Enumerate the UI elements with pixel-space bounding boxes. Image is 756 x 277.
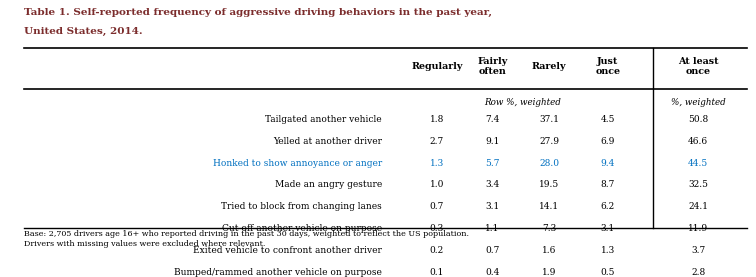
- Text: 0.2: 0.2: [429, 246, 444, 255]
- Text: 4.5: 4.5: [600, 115, 615, 124]
- Text: 1.6: 1.6: [542, 246, 556, 255]
- Text: At least
once: At least once: [678, 57, 718, 76]
- Text: 46.6: 46.6: [688, 137, 708, 146]
- Text: Regularly: Regularly: [411, 62, 463, 71]
- Text: 37.1: 37.1: [539, 115, 559, 124]
- Text: Tried to block from changing lanes: Tried to block from changing lanes: [221, 202, 382, 211]
- Text: 0.7: 0.7: [429, 202, 444, 211]
- Text: Bumped/rammed another vehicle on purpose: Bumped/rammed another vehicle on purpose: [174, 268, 382, 277]
- Text: 50.8: 50.8: [688, 115, 708, 124]
- Text: 3.1: 3.1: [600, 224, 615, 233]
- Text: Honked to show annoyance or anger: Honked to show annoyance or anger: [212, 159, 382, 168]
- Text: 0.3: 0.3: [429, 224, 444, 233]
- Text: Made an angry gesture: Made an angry gesture: [274, 181, 382, 189]
- Text: Base: 2,705 drivers age 16+ who reported driving in the past 30 days, weighted t: Base: 2,705 drivers age 16+ who reported…: [24, 230, 469, 248]
- Text: 0.5: 0.5: [600, 268, 615, 277]
- Text: 6.9: 6.9: [600, 137, 615, 146]
- Text: 11.9: 11.9: [688, 224, 708, 233]
- Text: 14.1: 14.1: [539, 202, 559, 211]
- Text: 3.1: 3.1: [485, 202, 500, 211]
- Text: 0.4: 0.4: [485, 268, 500, 277]
- Text: 1.3: 1.3: [429, 159, 444, 168]
- Text: 8.7: 8.7: [600, 181, 615, 189]
- Text: 3.7: 3.7: [691, 246, 705, 255]
- Text: 9.4: 9.4: [600, 159, 615, 168]
- Text: 0.1: 0.1: [429, 268, 444, 277]
- Text: 5.7: 5.7: [485, 159, 500, 168]
- Text: 7.3: 7.3: [542, 224, 556, 233]
- Text: 24.1: 24.1: [688, 202, 708, 211]
- Text: 1.9: 1.9: [542, 268, 556, 277]
- Text: 1.0: 1.0: [429, 181, 444, 189]
- Text: 1.1: 1.1: [485, 224, 500, 233]
- Text: 7.4: 7.4: [485, 115, 500, 124]
- Text: Rarely: Rarely: [531, 62, 566, 71]
- Text: Tailgated another vehicle: Tailgated another vehicle: [265, 115, 382, 124]
- Text: 32.5: 32.5: [688, 181, 708, 189]
- Text: 3.4: 3.4: [485, 181, 500, 189]
- Text: 1.3: 1.3: [600, 246, 615, 255]
- Text: 19.5: 19.5: [539, 181, 559, 189]
- Text: Table 1. Self-reported frequency of aggressive driving behaviors in the past yea: Table 1. Self-reported frequency of aggr…: [24, 8, 492, 17]
- Text: 9.1: 9.1: [485, 137, 500, 146]
- Text: %, weighted: %, weighted: [671, 98, 726, 107]
- Text: United States, 2014.: United States, 2014.: [24, 27, 143, 36]
- Text: 6.2: 6.2: [600, 202, 615, 211]
- Text: 27.9: 27.9: [539, 137, 559, 146]
- Text: 44.5: 44.5: [688, 159, 708, 168]
- Text: 1.8: 1.8: [429, 115, 444, 124]
- Text: Row %, weighted: Row %, weighted: [484, 98, 561, 107]
- Text: 2.8: 2.8: [691, 268, 705, 277]
- Text: Just
once: Just once: [595, 57, 620, 76]
- Text: 2.7: 2.7: [429, 137, 444, 146]
- Text: Fairly
often: Fairly often: [477, 57, 507, 76]
- Text: Yelled at another driver: Yelled at another driver: [273, 137, 382, 146]
- Text: 28.0: 28.0: [539, 159, 559, 168]
- Text: 0.7: 0.7: [485, 246, 500, 255]
- Text: Cut off another vehicle on purpose: Cut off another vehicle on purpose: [222, 224, 382, 233]
- Text: Exited vehicle to confront another driver: Exited vehicle to confront another drive…: [193, 246, 382, 255]
